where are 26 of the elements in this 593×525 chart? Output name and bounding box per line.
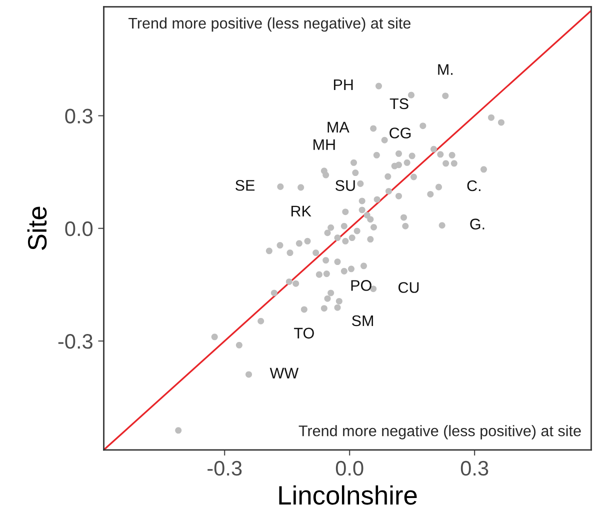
- data-label: CG: [390, 128, 411, 138]
- data-label: PH: [334, 79, 353, 90]
- y-axis-title: Site: [27, 206, 47, 250]
- data-label: WW: [270, 368, 299, 378]
- data-label: M.: [438, 64, 452, 75]
- y-tick-label: 0.0: [65, 221, 93, 236]
- data-label: PO: [351, 280, 372, 291]
- x-axis-title: Lincolnshire: [279, 485, 417, 505]
- data-label: SM: [352, 315, 373, 326]
- data-label: RK: [291, 206, 312, 216]
- data-label: TS: [390, 98, 408, 110]
- x-tick-label: 0.3: [460, 460, 488, 476]
- data-label: SU: [335, 180, 355, 191]
- data-label: C.: [467, 180, 480, 192]
- x-tick-label: -0.3: [208, 460, 242, 476]
- x-tick-label: 0.0: [336, 460, 364, 476]
- data-label: CU: [398, 282, 419, 293]
- y-tick-label: 0.3: [65, 108, 92, 124]
- y-tick-label: -0.3: [58, 334, 92, 349]
- data-label: SE: [236, 180, 255, 191]
- data-label: MH: [314, 139, 335, 150]
- data-label: G.: [470, 218, 484, 230]
- data-label: MA: [328, 122, 350, 132]
- data-label: TO: [294, 328, 314, 339]
- annotation: Trend more positive (less negative) at site: [128, 17, 411, 32]
- annotation: Trend more negative (less positive) at site: [298, 425, 581, 440]
